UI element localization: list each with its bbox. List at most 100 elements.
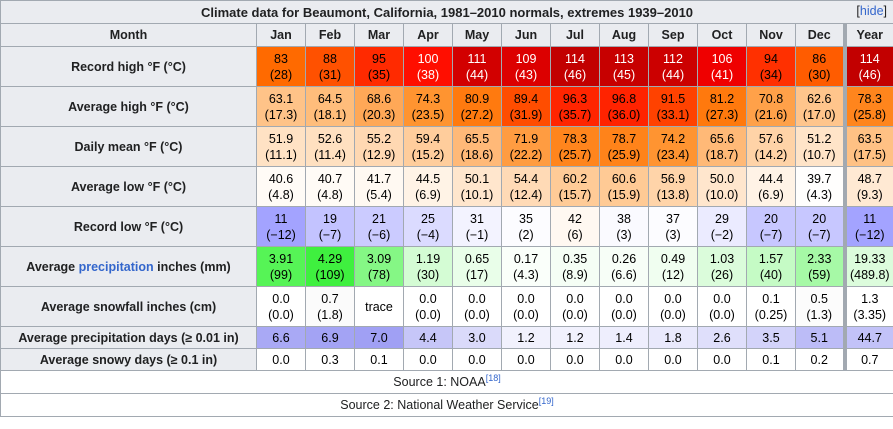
cell-value: 1.4	[615, 330, 633, 345]
cell-value-metric: (78)	[367, 267, 391, 282]
cell-value: 31	[470, 211, 484, 226]
header-jul: Jul	[550, 23, 600, 47]
cell-value: 42	[568, 211, 582, 226]
cell-value: 71.9	[513, 131, 539, 146]
reference-superscript: [18]	[486, 373, 501, 383]
cell-value: 44.5	[415, 171, 441, 186]
cell-value-metric: (4.3)	[513, 267, 539, 282]
cell-value-metric: (3)	[665, 227, 681, 242]
cell-value: 44.4	[758, 171, 784, 186]
data-cell: 59.4 (15.2)	[403, 126, 453, 167]
cell-value-metric: (3)	[616, 227, 632, 242]
header-aug: Aug	[599, 23, 649, 47]
cell-value: 37	[666, 211, 680, 226]
data-cell: 0.2	[795, 348, 845, 371]
cell-value-metric: (27.3)	[705, 107, 739, 122]
data-cell: 3.91 (99)	[256, 246, 306, 287]
cell-value: 0.0	[272, 291, 290, 306]
data-cell: 2.6	[697, 326, 747, 349]
cell-value-metric: (2)	[518, 227, 534, 242]
data-cell: 114 (46)	[842, 46, 893, 87]
cell-value: 57.6	[758, 131, 784, 146]
data-cell: 113 (45)	[599, 46, 649, 87]
data-cell: 0.49 (12)	[648, 246, 698, 287]
cell-value-metric: (6.6)	[611, 267, 637, 282]
cell-value-metric: (9.3)	[856, 187, 883, 202]
cell-value: 83	[274, 51, 288, 66]
data-cell: 37 (3)	[648, 206, 698, 247]
cell-value: 74.2	[660, 131, 686, 146]
cell-value-metric: (1.3)	[806, 307, 833, 322]
cell-value-metric: (30)	[416, 267, 440, 282]
data-cell: 6.6	[256, 326, 306, 349]
data-cell: 0.3	[305, 348, 355, 371]
row-label: Record low °F (°C)	[0, 206, 257, 247]
cell-value-metric: (35.7)	[558, 107, 592, 122]
data-cell: 55.2 (12.9)	[354, 126, 404, 167]
table-row: Average precipitation days (≥ 0.01 in) 6.…	[0, 326, 893, 349]
header-nov: Nov	[746, 23, 796, 47]
reference-link[interactable]: [18]	[485, 372, 501, 383]
cell-value-metric: (6.9)	[758, 187, 784, 202]
cell-value-metric: (0.0)	[415, 307, 441, 322]
cell-value: 59.4	[415, 131, 441, 146]
data-cell: 1.2	[501, 326, 551, 349]
cell-value-metric: (8.9)	[562, 267, 588, 282]
data-cell: 31 (−1)	[452, 206, 502, 247]
data-cell: 0.0 (0.0)	[403, 286, 453, 327]
reference-link[interactable]: [19]	[538, 395, 554, 406]
cell-value-metric: (25.7)	[558, 147, 592, 162]
cell-value-metric: (0.0)	[464, 307, 490, 322]
header-year: Year	[842, 23, 893, 47]
header-sep: Sep	[648, 23, 698, 47]
table-row: Record high °F (°C) 83 (28) 88 (31) 95 (35) 100…	[0, 46, 893, 87]
cell-value-metric: (43)	[514, 67, 538, 82]
header-oct: Oct	[697, 23, 747, 47]
cell-value: 80.9	[464, 91, 490, 106]
cell-value: 62.6	[807, 91, 832, 106]
cell-value-metric: (109)	[315, 267, 345, 282]
cell-value: 0.17	[513, 251, 539, 266]
data-cell: 0.26 (6.6)	[599, 246, 649, 287]
header-jan: Jan	[256, 23, 306, 47]
cell-value-metric: (−7)	[318, 227, 342, 242]
cell-value: 1.03	[709, 251, 735, 266]
cell-value-metric: (−4)	[416, 227, 440, 242]
data-cell: 95 (35)	[354, 46, 404, 87]
cell-value: 100	[417, 51, 439, 66]
cell-value: 1.19	[415, 251, 441, 266]
cell-value-metric: (−7)	[807, 227, 831, 242]
cell-value-metric: (18.6)	[460, 147, 494, 162]
data-cell: 6.9	[305, 326, 355, 349]
precipitation-link[interactable]: precipitation	[78, 259, 154, 274]
cell-value: 35	[519, 211, 533, 226]
table-row: Average snowy days (≥ 0.1 in) 0.0 0.3 0.1 0.…	[0, 348, 893, 371]
cell-value: 0.0	[517, 352, 535, 367]
climate-table: Climate data for Beaumont, California, 1…	[0, 0, 893, 417]
cell-value: 11	[863, 211, 877, 226]
data-cell: 1.3 (3.35)	[842, 286, 893, 327]
data-cell: 50.0 (10.0)	[697, 166, 747, 207]
cell-value-metric: (−7)	[759, 227, 783, 242]
row-label: Average precipitation days (≥ 0.01 in)	[0, 326, 257, 349]
cell-value: 78.3	[857, 91, 882, 106]
data-cell: 11 (−12)	[842, 206, 893, 247]
data-cell: 52.6 (11.4)	[305, 126, 355, 167]
cell-value: 0.65	[464, 251, 490, 266]
caption-text: Climate data for Beaumont, California, 1…	[200, 4, 694, 20]
data-cell: 0.0	[501, 348, 551, 371]
cell-value-metric: (18.7)	[705, 147, 739, 162]
hide-link[interactable]: hide	[859, 4, 884, 18]
data-cell: 19.33 (489.8)	[842, 246, 893, 287]
cell-value: 55.2	[366, 131, 392, 146]
data-cell: 44.5 (6.9)	[403, 166, 453, 207]
cell-value: 2.33	[807, 251, 832, 266]
cell-value: 7.0	[370, 330, 388, 345]
cell-value-metric: (26)	[710, 267, 734, 282]
cell-value: 40.7	[317, 171, 343, 186]
cell-value-metric: (0.0)	[562, 307, 588, 322]
data-cell: 38 (3)	[599, 206, 649, 247]
data-cell: 44.4 (6.9)	[746, 166, 796, 207]
reference-superscript: [19]	[539, 396, 554, 406]
